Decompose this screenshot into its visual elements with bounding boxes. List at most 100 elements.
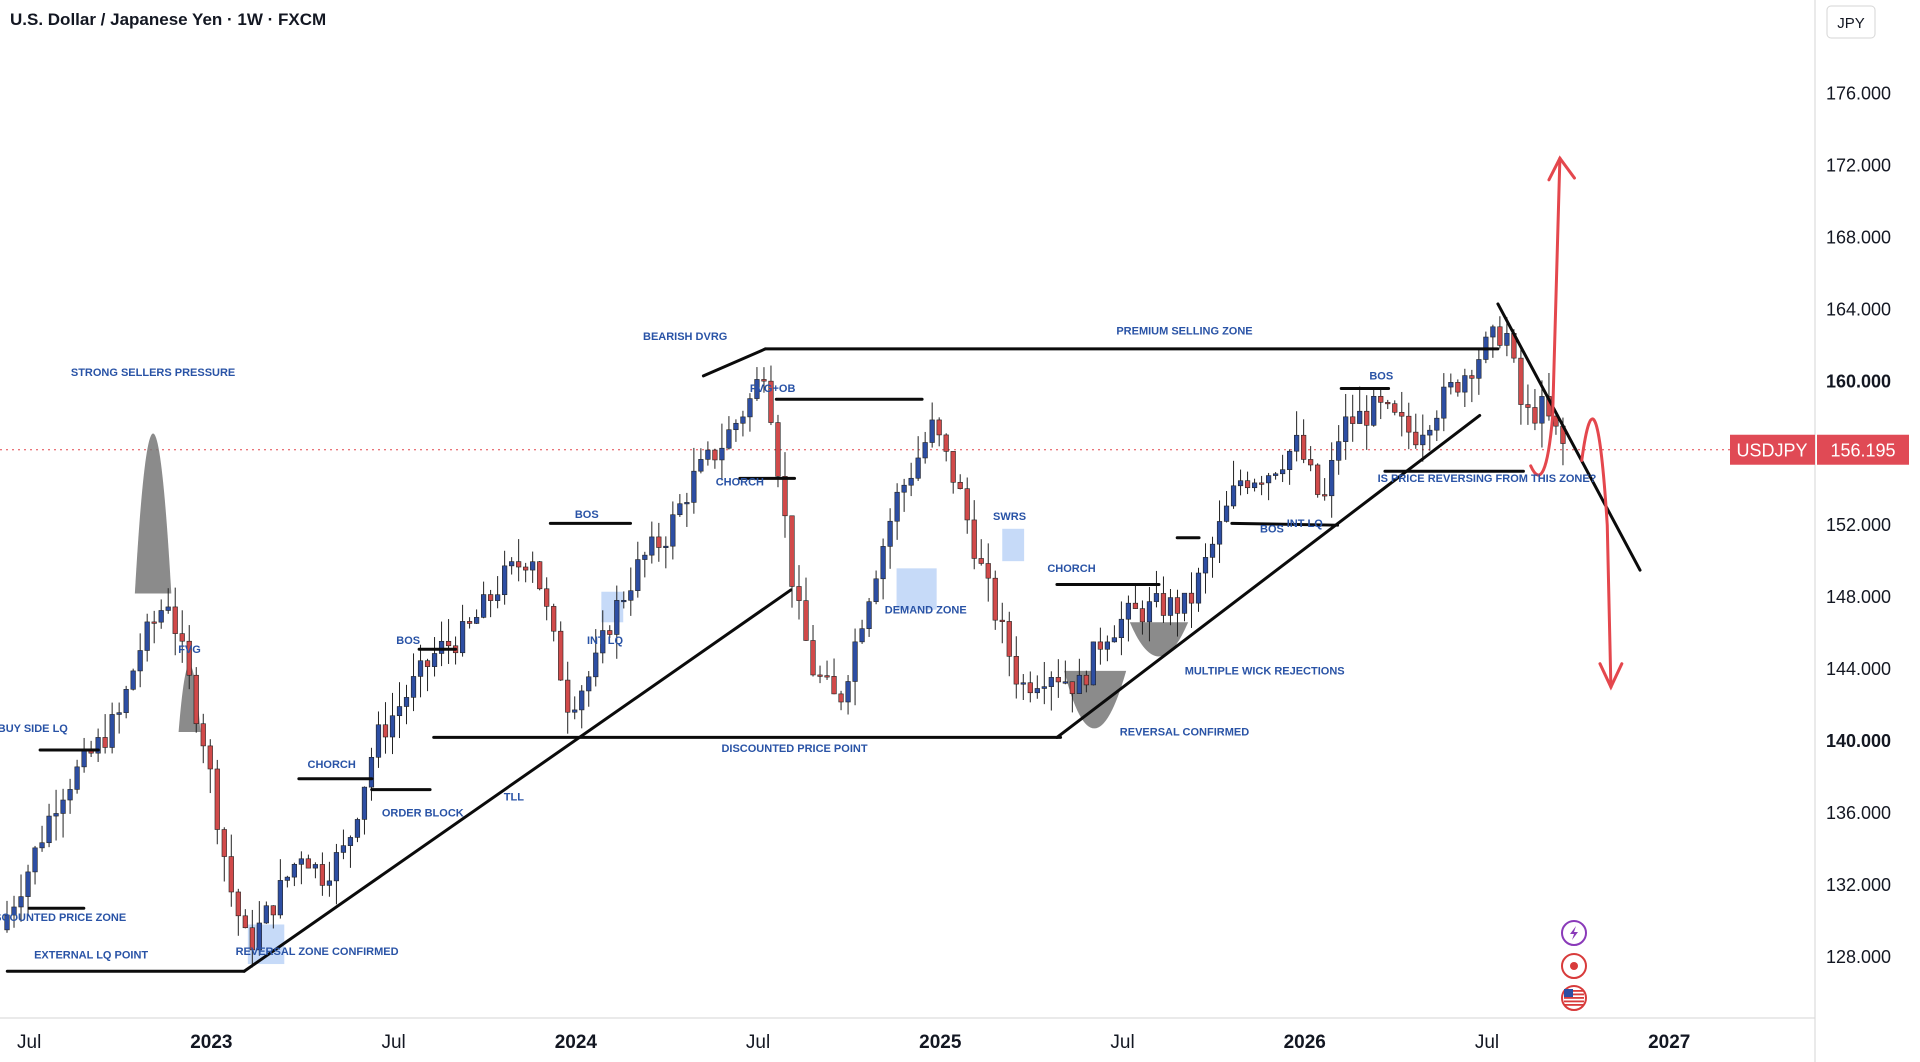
bull-candle: [628, 590, 634, 601]
bear-candle: [424, 660, 431, 667]
bear-candle: [151, 621, 157, 624]
flag-canton-icon: [1564, 989, 1573, 997]
bear-candle: [978, 558, 984, 564]
annotation-label: BEARISH DVRG: [643, 331, 727, 343]
bull-candle: [123, 689, 129, 713]
y-tick-label: 132.000: [1826, 875, 1891, 895]
annotation-label: BOS: [396, 635, 420, 647]
bull-candle: [1251, 482, 1258, 489]
bear-candle: [200, 723, 206, 747]
x-tick-label: Jul: [1475, 1032, 1499, 1053]
bear-candle: [1174, 597, 1181, 614]
wick-rejection-cup: [1129, 622, 1189, 657]
annotation-label: BOS: [575, 509, 599, 521]
bear-candle: [193, 674, 199, 725]
annotation-label: DISCOUNTED PRICE POINT: [721, 743, 867, 755]
bull-candle: [333, 852, 340, 882]
bull-candle: [1125, 602, 1132, 620]
bull-candle: [46, 815, 52, 844]
annotation-label: REVERSAL ZONE CONFIRMED: [236, 946, 399, 958]
bear-candle: [1532, 407, 1538, 424]
bear-candle: [957, 481, 963, 489]
bear-candle: [1497, 326, 1503, 346]
bull-candle: [684, 502, 690, 505]
bull-candle: [53, 813, 59, 817]
bull-candle: [754, 379, 760, 399]
bull-candle: [530, 561, 536, 571]
bull-candle: [39, 842, 45, 849]
bear-candle: [803, 600, 809, 641]
bull-candle: [396, 706, 403, 717]
bear-candle: [789, 515, 795, 587]
trendline-rising: [1055, 413, 1482, 739]
annotation-label: SWRS: [993, 511, 1026, 523]
bull-candle: [361, 786, 368, 820]
x-tick-label: 2024: [555, 1032, 598, 1053]
bull-candle: [1237, 480, 1244, 487]
bear-candle: [1132, 602, 1139, 609]
bull-candle: [277, 880, 283, 916]
bull-candle: [915, 457, 921, 479]
bull-candle: [705, 449, 711, 460]
bear-candle: [1244, 480, 1251, 489]
demand-zone-box: [1002, 528, 1025, 562]
bear-candle: [1301, 434, 1307, 460]
bear-candle: [1139, 608, 1146, 623]
bear-candle: [768, 380, 774, 423]
y-tick-label: 176.000: [1826, 84, 1891, 104]
bull-candle: [158, 610, 164, 623]
bear-candle: [319, 864, 326, 886]
bull-candle: [410, 676, 417, 698]
annotation-label: TLL: [504, 791, 524, 803]
bear-candle: [810, 640, 816, 676]
bull-candle: [459, 621, 466, 654]
bull-candle: [1490, 326, 1496, 338]
bear-candle: [782, 476, 788, 517]
bear-candle: [1322, 494, 1328, 497]
bull-candle: [1420, 434, 1426, 446]
bull-candle: [1427, 429, 1433, 436]
bull-candle: [1448, 382, 1454, 388]
bull-candle: [747, 398, 753, 418]
bear-candle: [1525, 404, 1531, 408]
demand-zone-box: [896, 568, 937, 610]
bear-candle: [817, 674, 823, 677]
bull-candle: [1104, 641, 1110, 650]
bear-candle: [186, 640, 192, 676]
bear-candle: [235, 891, 241, 917]
bull-candle: [1223, 505, 1230, 522]
bull-candle: [354, 819, 361, 838]
x-tick-label: 2026: [1284, 1032, 1326, 1053]
bull-candle: [326, 880, 333, 886]
bear-candle: [172, 606, 178, 634]
bear-candle: [1350, 416, 1356, 424]
bull-candle: [4, 914, 10, 931]
bear-candle: [1083, 674, 1089, 686]
bull-candle: [1118, 618, 1125, 639]
bullish-projection-arrow: [1529, 156, 1562, 477]
annotation-label: DISCOUNTED PRICE ZONE: [0, 912, 126, 924]
bull-candle: [403, 697, 410, 707]
bear-candle: [249, 927, 255, 951]
annotation-label: CHORCH: [716, 477, 764, 489]
bear-candle: [466, 621, 473, 624]
bull-candle: [298, 858, 304, 865]
bear-candle: [1455, 382, 1461, 393]
bull-candle: [481, 594, 487, 618]
bull-candle: [908, 477, 914, 486]
bear-candle: [1055, 677, 1061, 683]
bull-candle: [880, 546, 886, 580]
bull-candle: [887, 520, 893, 547]
bear-candle: [824, 675, 830, 678]
descending-trendline: [1496, 302, 1642, 572]
bull-candle: [1294, 434, 1300, 452]
annotation-label: MULTIPLE WICK REJECTIONS: [1185, 665, 1345, 677]
bear-candle: [179, 633, 185, 642]
bear-candle: [1027, 682, 1033, 694]
bull-candle: [1371, 395, 1377, 426]
bear-candle: [607, 630, 613, 635]
bull-candle: [1280, 469, 1286, 475]
bull-candle: [375, 724, 382, 758]
